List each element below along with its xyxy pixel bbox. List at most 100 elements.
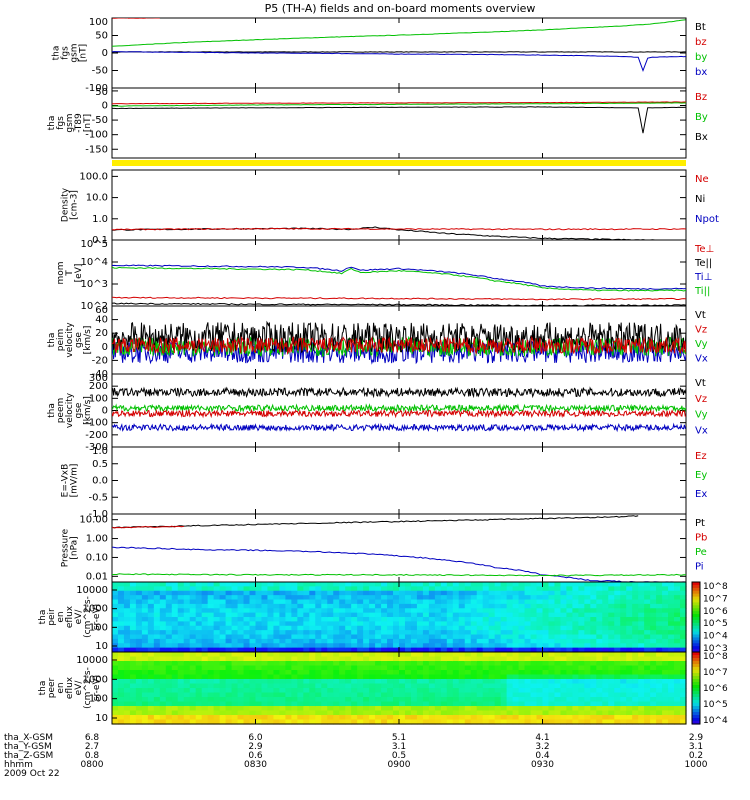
colorbar-peir-cell-13: [692, 619, 700, 624]
colorbar-peer-cell-12: [692, 688, 700, 692]
ytick-peem-1: 200: [89, 381, 108, 392]
colorbar-peer-cell-0: [692, 652, 700, 656]
ytick-peer-0: 10000: [76, 655, 108, 666]
xaxis-value-1-3: 0830: [244, 760, 267, 770]
ylabel-fgs-0: tha: [52, 46, 62, 61]
xaxis-value-3-0: 4.1: [535, 733, 549, 743]
ylabel-peem-0: tha: [47, 403, 57, 418]
xaxis-value-3-2: 0.4: [535, 751, 550, 761]
legend-fgs2-1: By: [695, 112, 708, 123]
ylabel-peem-3: gse: [74, 402, 84, 418]
colorbar-peir-cell-3: [692, 590, 700, 595]
series-pressure-2: [112, 546, 686, 582]
colorbar-peir-cell-18: [692, 634, 700, 639]
series-group-temperature: [112, 264, 686, 306]
ytick-density-0: 100.0: [79, 171, 108, 182]
legend-density-1: Ni: [695, 194, 705, 205]
ylabel-efield-0: E=-VxB: [61, 464, 71, 498]
ytick-peem-4: -100: [85, 418, 108, 429]
ylabel-fgs2-3: -T89: [74, 113, 84, 133]
xaxis-value-0-2: 0.8: [85, 751, 100, 761]
colorbar-peer-cell-23: [692, 721, 700, 725]
colorbar-peir-cell-0: [692, 582, 700, 586]
legend-peim-1: Vz: [695, 325, 707, 336]
colorbar-peer-cell-8: [692, 676, 700, 680]
series-fgs2-2: [112, 106, 686, 134]
colorbar-tick-peir-4: 10^4: [703, 632, 728, 642]
series-group-peim: [112, 320, 686, 365]
panel-frame-efield: [111, 446, 687, 515]
ytick-fgs-3: -50: [92, 66, 108, 77]
ytick-peim-0: 60: [95, 305, 108, 316]
ytick-peir-0: 10000: [76, 585, 108, 596]
ytick-efield-1: 0.5: [92, 459, 108, 470]
colorbar-peir-cell-21: [692, 643, 700, 647]
ytick-density-2: 1.0: [92, 214, 108, 225]
ylabel-peer-2: en: [56, 682, 66, 693]
colorbar-tick-peer-4: 10^4: [703, 716, 728, 726]
series-fgs2-1: [112, 102, 686, 107]
colorbar-peir-cell-8: [692, 605, 700, 609]
ytick-density-3: 0.1: [92, 235, 108, 246]
ylabel-fgs2-1: fgs: [56, 116, 66, 130]
ytick-fgs-1: 50: [95, 31, 108, 42]
ylabel-fgs-2: gsm: [70, 43, 80, 62]
series-pressure-0: [112, 515, 639, 529]
ylabel-peir-0: tha: [38, 610, 48, 625]
colorbar-peir-cell-9: [692, 608, 700, 612]
ylabel-peem-4: [km/s]: [83, 396, 93, 425]
legend-peim-3: Vx: [695, 354, 708, 365]
ylabel-density-0: Density: [61, 187, 71, 222]
ylabel-peim-3: gse: [74, 332, 84, 348]
colorbar-peer-cell-18: [692, 706, 700, 710]
ytick-fgs-2: 0: [102, 48, 108, 59]
xaxis-value-2-3: 0900: [388, 760, 411, 770]
panel-frame-fgs2: [111, 87, 687, 159]
legend-temperature-3: Ti||: [694, 286, 710, 297]
ytick-fgs2-3: -100: [85, 130, 108, 141]
ytick-fgs2-2: -50: [92, 115, 108, 126]
legend-peem-0: Vt: [695, 378, 706, 389]
series-group-fgs: [112, 18, 686, 72]
ytick-pressure-3: 0.01: [86, 571, 108, 582]
ytick-efield-4: -1.0: [88, 509, 108, 520]
legend-pressure-0: Pt: [695, 518, 705, 529]
series-fgs-3: [112, 51, 686, 72]
colorbar-peer-cell-20: [692, 712, 700, 716]
ylabel-fgs2-4: [nT]: [83, 114, 93, 132]
colorbar-tick-peir-1: 10^7: [703, 594, 728, 604]
colorbar-peir-cell-17: [692, 631, 700, 636]
ylabel-peir-4: eV/: [74, 609, 84, 625]
xaxis-value-4-2: 0.2: [689, 751, 703, 761]
colorbar-peir-cell-15: [692, 625, 700, 630]
colorbar-tick-peir-5: 10^3: [703, 644, 728, 654]
series-peem-3: [112, 422, 686, 433]
colorbar-peir-cell-1: [692, 584, 700, 589]
ylabel-peim-4: [km/s]: [83, 326, 93, 355]
series-temperature-1: [112, 266, 686, 292]
legend-fgs-2: by: [695, 52, 707, 63]
legend-fgs-3: bx: [695, 67, 707, 78]
ylabel-fgs2-0: tha: [47, 116, 57, 131]
xaxis-value-0-1: 2.7: [85, 742, 99, 752]
legend-efield-0: Ez: [695, 451, 707, 462]
series-group-peem: [112, 386, 686, 433]
colorbar-peir-cell-23: [692, 649, 700, 653]
legend-fgs-0: Bt: [695, 22, 706, 33]
ytick-peem-0: 300: [89, 373, 108, 384]
xaxis-value-2-0: 5.1: [392, 733, 406, 743]
colorbar-tick-peer-3: 10^5: [703, 700, 728, 710]
colorbar-peir-cell-20: [692, 640, 700, 644]
xaxis-value-3-1: 3.2: [535, 742, 549, 752]
legend-fgs2-2: Bx: [695, 132, 708, 143]
xaxis-value-1-2: 0.6: [248, 751, 263, 761]
colorbar-peir-cell-6: [692, 599, 700, 604]
colorbar-peer-cell-7: [692, 673, 700, 677]
quality-flag-bar: [112, 160, 686, 166]
legend-peem-2: Vy: [695, 410, 708, 421]
xaxis-label-2: tha_Z-GSM: [4, 751, 53, 761]
colorbar-peer-cell-16: [692, 700, 700, 704]
colorbar-peer-cell-14: [692, 694, 700, 698]
legend-peim-0: Vt: [695, 310, 706, 321]
